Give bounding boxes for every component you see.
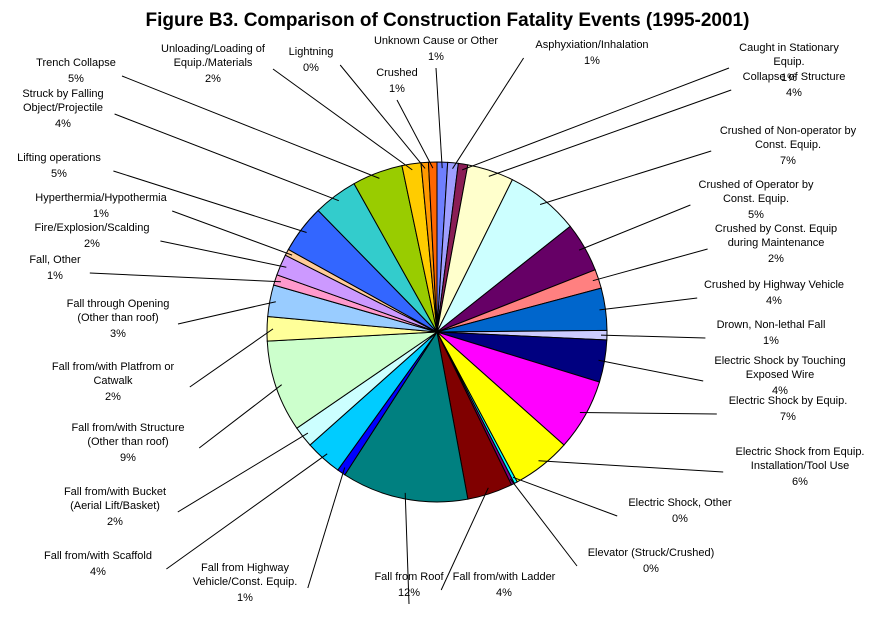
slice-label: Crushed of Operator by Const. Equip. 5% [699, 179, 814, 221]
leader-line [172, 210, 293, 256]
slice-label: Fall, Other 1% [29, 254, 81, 282]
slice-label: Fall from/with Structure (Other than roof… [71, 422, 184, 464]
slice-percent: 1% [47, 270, 63, 282]
leader-line [272, 68, 413, 171]
leader-line [488, 89, 732, 177]
slice-percent: 4% [772, 385, 788, 397]
slice-label: Crushed 1% [376, 67, 418, 95]
leader-line [440, 487, 489, 591]
slice-percent: 2% [205, 73, 221, 85]
leader-line [592, 248, 708, 282]
slice-label: Electric Shock from Equip. Installation/T… [736, 446, 865, 488]
leader-line [121, 75, 380, 179]
slice-percent: 5% [68, 73, 84, 85]
leader-line [113, 170, 307, 233]
slice-percent: 7% [780, 155, 796, 167]
slice-label: Fall through Opening (Other than roof) 3% [67, 298, 170, 340]
slice-label: Unloading/Loading of Equip./Materials 2% [161, 43, 266, 85]
leader-line [404, 492, 410, 605]
leader-line [538, 460, 724, 473]
slice-percent: 2% [105, 391, 121, 403]
slice-percent: 4% [90, 566, 106, 578]
slice-percent: 4% [496, 587, 512, 599]
leader-line [307, 467, 346, 589]
slice-percent: 4% [55, 118, 71, 130]
leader-line [512, 476, 618, 517]
leader-line [435, 67, 443, 169]
slice-label: Crushed of Non-operator by Const. Equip. 7… [720, 125, 857, 167]
pie-slice [266, 331, 439, 429]
slice-label: Elevator (Struck/Crushed) 0% [588, 547, 715, 575]
slice-label: Electric Shock by Equip. 7% [729, 395, 848, 423]
slice-label: Fall from/with Ladder 4% [453, 571, 556, 599]
leader-line [114, 113, 339, 202]
slice-label: Fall from/with Scaffold 4% [44, 550, 152, 578]
slice-label: Collapse of Structure 4% [743, 71, 846, 99]
slice-percent: 1% [237, 592, 253, 604]
slice-percent: 0% [303, 62, 319, 74]
leader-line [160, 240, 287, 268]
slice-label: Lightning 0% [289, 46, 334, 74]
slice-label: Struck by Falling Object/Projectile 4% [22, 88, 103, 130]
slice-percent: 2% [84, 238, 100, 250]
slice-percent: 4% [786, 87, 802, 99]
pie-slice [427, 161, 438, 333]
leader-line [89, 272, 281, 283]
leader-line [198, 384, 283, 449]
leader-line [452, 57, 525, 169]
slice-percent: 12% [398, 587, 420, 599]
leader-line [177, 301, 276, 325]
slice-percent: 2% [107, 516, 123, 528]
slice-label: Unknown Cause or Other 1% [374, 35, 498, 63]
slice-label: Caught in Stationary Equip. 1% [739, 42, 839, 84]
slice-percent: 5% [51, 168, 67, 180]
slice-percent: 0% [643, 563, 659, 575]
leader-line [578, 204, 691, 251]
slice-percent: 0% [672, 513, 688, 525]
leader-line [339, 64, 426, 169]
leader-line [509, 478, 578, 567]
slice-percent: 1% [781, 72, 797, 84]
leader-line [462, 67, 730, 171]
leader-line [600, 334, 706, 339]
slice-label: Hyperthermia/Hypothermia 1% [35, 192, 167, 220]
slice-percent: 5% [748, 209, 764, 221]
leader-line [177, 432, 309, 513]
leader-line [599, 297, 698, 311]
slice-label: Crushed by Const. Equip during Maintenanc… [715, 223, 837, 265]
leader-line [189, 328, 274, 388]
slice-label: Electric Shock by Touching Exposed Wire 4% [714, 355, 845, 397]
slice-percent: 1% [584, 55, 600, 67]
slice-percent: 6% [792, 476, 808, 488]
slice-label: Fall from/with Platfrom or Catwalk 2% [52, 361, 175, 403]
slice-label: Trench Collapse 5% [36, 57, 116, 85]
slice-percent: 9% [120, 452, 136, 464]
slice-label: Lifting operations 5% [17, 152, 101, 180]
chart-title: Figure B3. Comparison of Construction Fa… [145, 10, 750, 31]
slice-label: Fall from Roof 12% [374, 571, 444, 599]
slice-label: Fall from/with Bucket (Aerial Lift/Basket… [64, 486, 166, 528]
slice-percent: 1% [763, 335, 779, 347]
slice-label: Electric Shock, Other 0% [628, 497, 732, 525]
leader-line [598, 359, 704, 382]
pie-slice [344, 330, 469, 503]
leader-line [396, 99, 434, 169]
slice-label: Crushed by Highway Vehicle 4% [704, 279, 844, 307]
slice-percent: 1% [389, 83, 405, 95]
leader-line [579, 412, 717, 415]
slice-percent: 4% [766, 295, 782, 307]
slice-label: Fall from Highway Vehicle/Const. Equip. 1% [193, 562, 298, 604]
slice-percent: 1% [93, 208, 109, 220]
slice-label: Asphyxiation/Inhalation 1% [535, 39, 648, 67]
slice-label: Drown, Non-lethal Fall 1% [717, 319, 826, 347]
slice-label: Fire/Explosion/Scalding 2% [35, 222, 150, 250]
leader-line [166, 453, 328, 570]
slice-percent: 3% [110, 328, 126, 340]
slice-percent: 2% [768, 253, 784, 265]
slice-percent: 1% [428, 51, 444, 63]
leader-line [539, 150, 712, 205]
slice-percent: 7% [780, 411, 796, 423]
